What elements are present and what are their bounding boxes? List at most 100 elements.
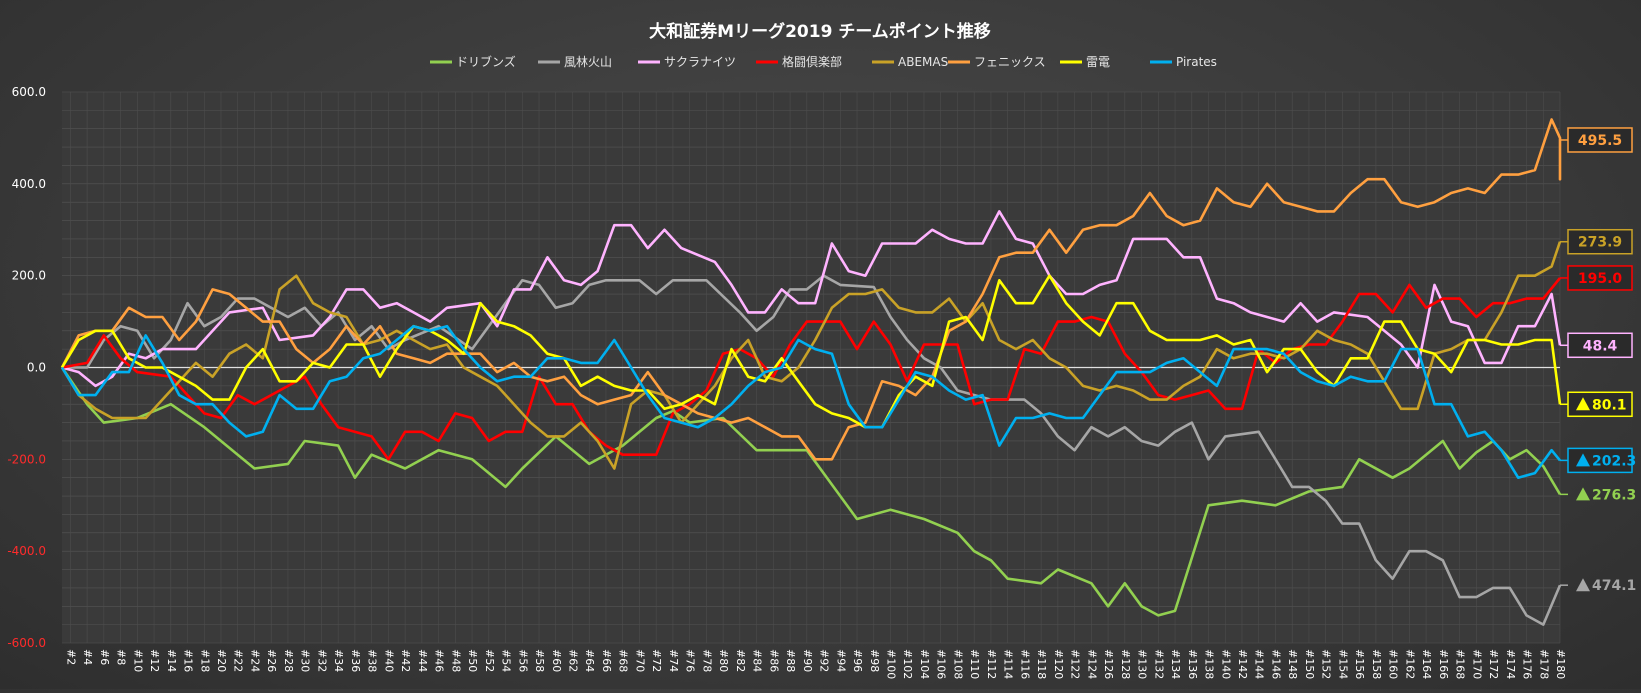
legend-label: フェニックス: [974, 55, 1046, 69]
series-line: [62, 274, 1562, 626]
legend-item: Pirates: [1150, 55, 1217, 69]
legend-item: 風林火山: [538, 55, 612, 69]
x-tick-label: #62: [566, 649, 579, 672]
x-tick-label: #138: [1203, 649, 1216, 679]
x-tick-label: #118: [1035, 649, 1048, 679]
legend-item: ドリブンズ: [430, 54, 516, 69]
x-tick-label: #4: [81, 649, 94, 665]
y-tick-label: -200.0: [7, 452, 46, 466]
x-tick-label: #140: [1219, 649, 1232, 679]
x-tick-label: #134: [1169, 649, 1182, 679]
x-tick-label: #60: [550, 649, 563, 672]
y-tick-label: 600.0: [12, 85, 46, 99]
x-tick-label: #46: [433, 649, 446, 672]
end-labels: 276.3 474.1 48.4 195.0 273.9 495.5 80.1 202.3: [1560, 127, 1636, 594]
x-tick-label: #156: [1353, 649, 1366, 679]
x-tick-label: #116: [1018, 649, 1031, 679]
x-tick-label: #176: [1521, 649, 1534, 679]
x-tick-label: #86: [767, 649, 780, 672]
end-value-label: 48.4: [1583, 338, 1618, 354]
x-tick-label: #22: [232, 649, 245, 672]
end-label-box: [1567, 127, 1633, 153]
x-tick-label: #126: [1102, 649, 1115, 679]
x-tick-label: #16: [182, 649, 195, 672]
x-tick-label: #14: [165, 649, 178, 672]
legend-item: フェニックス: [948, 55, 1046, 69]
x-tick-label: #26: [265, 649, 278, 672]
x-tick-label: #106: [935, 649, 948, 679]
x-tick-label: #34: [332, 649, 345, 672]
end-label-box: [1567, 447, 1633, 474]
y-axis: 600.0 400.0 200.0 0.0 -200.0 -400.0 -600.0: [7, 85, 46, 650]
x-tick-label: #170: [1470, 649, 1483, 679]
x-tick-label: #98: [868, 649, 881, 672]
x-tick-label: #168: [1454, 649, 1467, 679]
x-tick-label: #18: [198, 649, 211, 672]
series-line: [61, 277, 1562, 461]
end-label-box: [1567, 332, 1633, 359]
x-tick-label: #64: [583, 649, 596, 672]
x-tick-label: #54: [500, 649, 513, 672]
x-tick-label: #142: [1236, 649, 1249, 679]
x-tick-label: #158: [1370, 649, 1383, 679]
x-tick-label: #180: [1554, 649, 1567, 679]
end-value-label: 202.3: [1592, 453, 1636, 469]
x-tick-label: #28: [282, 649, 295, 672]
x-tick-label: #66: [600, 649, 613, 672]
x-tick-label: #152: [1320, 649, 1333, 679]
x-tick-label: #74: [667, 649, 680, 672]
x-tick-label: #20: [215, 649, 228, 672]
x-tick-label: #48: [449, 649, 462, 672]
x-tick-label: #132: [1152, 649, 1165, 679]
x-tick-label: #88: [784, 649, 797, 672]
legend-label: 雷電: [1086, 55, 1110, 69]
series-layer: [60, 118, 1562, 626]
end-value-label: 195.0: [1578, 271, 1623, 287]
x-tick-label: #24: [248, 649, 261, 672]
end-label-box: [1567, 391, 1633, 418]
triangle-icon: [1576, 397, 1590, 411]
x-tick-label: #2: [64, 649, 77, 665]
x-tick-label: #44: [416, 649, 429, 672]
x-tick-label: #40: [382, 649, 395, 672]
series-line: [60, 241, 1562, 470]
x-tick-label: #36: [349, 649, 362, 672]
x-tick-label: #12: [148, 649, 161, 672]
x-tick-label: #128: [1119, 649, 1132, 679]
x-tick-label: #164: [1420, 649, 1433, 679]
end-value-label: 495.5: [1578, 133, 1622, 149]
series-line: [60, 118, 1562, 461]
x-tick-label: #172: [1487, 649, 1500, 679]
x-tick-label: #102: [901, 649, 914, 679]
x-tick-label: #6: [98, 649, 111, 665]
x-tick-label: #76: [684, 649, 697, 672]
x-tick-label: #32: [315, 649, 328, 672]
end-label-box: [1567, 265, 1633, 291]
series-line: [60, 366, 1562, 617]
legend-item: 雷電: [1060, 55, 1110, 69]
x-tick-label: #72: [650, 649, 663, 672]
x-tick-label: #108: [951, 649, 964, 679]
end-label-box: [1567, 228, 1633, 255]
x-tick-label: #148: [1286, 649, 1299, 679]
x-tick-label: #94: [834, 649, 847, 672]
x-tick-label: #82: [734, 649, 747, 672]
x-tick-label: #92: [818, 649, 831, 672]
triangle-icon: [1576, 453, 1590, 467]
x-tick-label: #160: [1387, 649, 1400, 679]
x-tick-label: #166: [1437, 649, 1450, 679]
x-tick-label: #80: [717, 649, 730, 672]
x-tick-label: #52: [483, 649, 496, 672]
legend-item: ABEMAS: [872, 55, 948, 69]
x-tick-label: #124: [1085, 649, 1098, 679]
x-tick-label: #144: [1253, 649, 1266, 679]
x-tick-label: #50: [466, 649, 479, 672]
x-tick-label: #68: [617, 649, 630, 672]
x-tick-label: #58: [533, 649, 546, 672]
x-tick-label: #150: [1303, 649, 1316, 679]
legend-label: 格闘倶楽部: [782, 54, 842, 69]
x-tick-label: #174: [1504, 649, 1517, 679]
end-value-label: 80.1: [1592, 397, 1627, 413]
